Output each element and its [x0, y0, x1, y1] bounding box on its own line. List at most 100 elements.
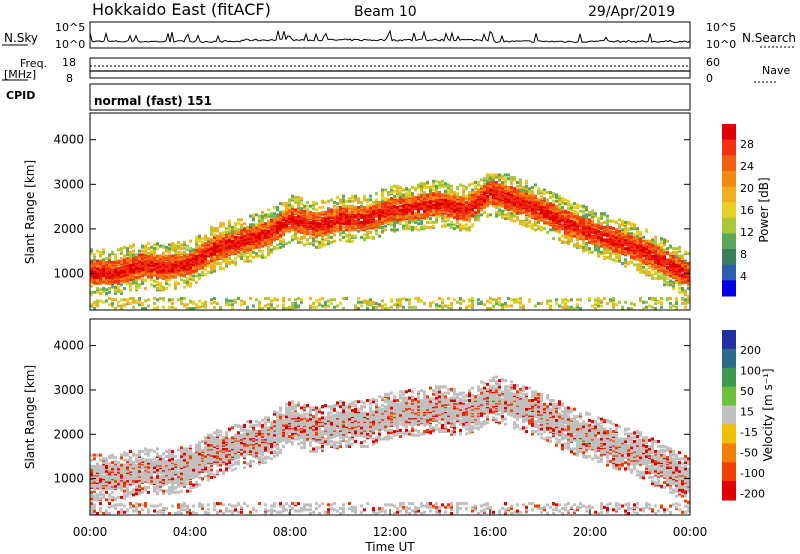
data-cell — [405, 209, 408, 213]
data-cell — [162, 285, 165, 289]
data-cell — [144, 264, 147, 268]
data-cell — [564, 302, 567, 306]
data-cell — [561, 197, 564, 201]
data-cell — [579, 215, 582, 219]
data-cell — [687, 287, 690, 291]
data-cell — [597, 219, 600, 223]
data-cell — [432, 300, 435, 304]
data-cell — [399, 303, 402, 307]
data-cell — [228, 245, 231, 249]
data-cell — [117, 270, 120, 274]
data-cell — [429, 188, 432, 192]
data-cell — [465, 200, 468, 204]
data-cell — [501, 214, 504, 218]
nsearch-label: N.Search — [742, 31, 796, 45]
data-cell — [429, 225, 432, 229]
freq-unit: [MHz] — [4, 68, 36, 81]
data-cell — [561, 298, 564, 302]
data-cell — [486, 299, 489, 303]
data-cell — [90, 259, 93, 263]
data-cell — [489, 184, 492, 188]
data-cell — [117, 259, 120, 263]
data-cell — [198, 305, 201, 309]
data-cell — [144, 299, 147, 303]
data-cell — [645, 300, 648, 304]
data-cell — [210, 225, 213, 229]
data-cell — [291, 197, 294, 201]
data-cell — [525, 217, 528, 221]
data-cell — [219, 242, 222, 246]
data-cell — [381, 194, 384, 198]
data-cell — [534, 220, 537, 224]
data-cell — [525, 189, 528, 193]
data-cell — [267, 252, 270, 256]
data-cell — [282, 212, 285, 216]
colorbar-swatch — [722, 202, 736, 219]
data-cell — [342, 194, 345, 198]
colorbar-tick-label: 20 — [740, 182, 754, 195]
data-cell — [666, 283, 669, 287]
data-cell — [198, 234, 201, 238]
data-cell — [309, 220, 312, 224]
data-cell — [489, 197, 492, 201]
data-cell — [285, 219, 288, 223]
data-cell — [411, 192, 414, 196]
data-cell — [264, 238, 267, 242]
data-cell — [432, 203, 435, 207]
data-cell — [156, 287, 159, 291]
data-cell — [126, 268, 129, 272]
data-cell — [357, 200, 360, 204]
data-cell — [648, 255, 651, 259]
data-cell — [642, 252, 645, 256]
data-cell — [684, 250, 687, 254]
data-cell — [123, 245, 126, 249]
data-cell — [237, 297, 240, 301]
data-cell — [276, 298, 279, 302]
data-cell — [105, 292, 108, 296]
data-cell — [201, 302, 204, 306]
data-cell — [447, 297, 450, 301]
data-cell — [261, 220, 264, 224]
data-cell — [285, 208, 288, 212]
data-cell — [651, 238, 654, 242]
data-cell — [486, 182, 489, 186]
data-cell — [597, 304, 600, 308]
data-cell — [654, 244, 657, 248]
data-cell — [624, 227, 627, 231]
data-cell — [672, 259, 675, 263]
data-cell — [357, 223, 360, 227]
data-cell — [528, 213, 531, 217]
data-cell — [438, 304, 441, 308]
data-cell — [624, 264, 627, 268]
data-cell — [267, 238, 270, 242]
data-cell — [498, 178, 501, 182]
data-cell — [129, 282, 132, 286]
data-cell — [570, 237, 573, 241]
data-cell — [492, 304, 495, 308]
data-cell — [651, 275, 654, 279]
data-cell — [279, 213, 282, 217]
data-cell — [357, 300, 360, 304]
data-cell — [321, 244, 324, 248]
data-cell — [471, 214, 474, 218]
data-cell — [231, 307, 234, 310]
data-cell — [612, 303, 615, 307]
data-cell — [621, 240, 624, 244]
data-cell — [456, 300, 459, 304]
data-cell — [246, 235, 249, 239]
data-cell — [252, 217, 255, 221]
nsky-label: N.Sky — [4, 31, 38, 45]
data-cell — [660, 300, 663, 304]
data-cell — [432, 224, 435, 228]
data-cell — [180, 243, 183, 247]
data-cell — [564, 209, 567, 213]
data-cell — [183, 297, 186, 301]
data-cell — [354, 219, 357, 223]
data-cell — [375, 219, 378, 223]
data-cell — [339, 200, 342, 204]
data-cell — [576, 238, 579, 242]
data-cell — [141, 282, 144, 286]
data-cell — [186, 248, 189, 252]
data-cell — [132, 243, 135, 247]
